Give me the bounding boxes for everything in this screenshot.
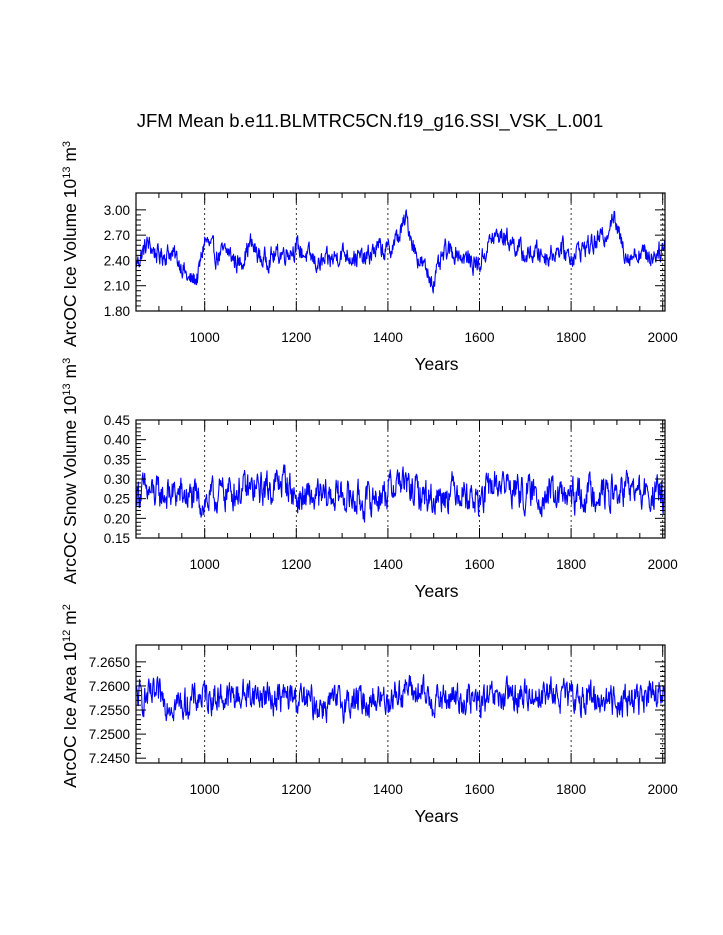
y-tick-label: 0.35 [104, 452, 130, 467]
chart-panel-2: 1000 1200 1400 1600 1800 2000 0.15 0.20 0.25 0.30… [60, 358, 678, 601]
plot-frame [135, 192, 666, 312]
y-tick-label: 2.10 [104, 279, 130, 294]
x-tick-label: 1800 [556, 782, 586, 797]
x-tick-label: 1200 [281, 782, 311, 797]
x-tick-label: 1600 [464, 330, 494, 345]
y-tick-label: 7.2600 [89, 679, 130, 694]
x-tick-label: 1800 [556, 557, 586, 572]
x-tick-label: 1000 [190, 330, 220, 345]
x-tick-label: 1400 [373, 557, 403, 572]
x-tick-label: 1400 [373, 330, 403, 345]
y-tick-label: 0.40 [104, 433, 130, 448]
y-tick-label: 7.2450 [89, 751, 130, 766]
y-tick-label: 2.70 [104, 228, 130, 243]
plot-frame [135, 644, 666, 764]
x-axis-label: Years [414, 806, 458, 826]
y-tick-label: 7.2500 [89, 727, 130, 742]
x-tick-label: 1000 [190, 782, 220, 797]
chart-panel-3: 1000 1200 1400 1600 1800 2000 7.2450 7.2500 7.25… [60, 604, 678, 826]
y-tick-label: 0.25 [104, 492, 130, 507]
x-tick-label: 1000 [190, 557, 220, 572]
y-tick-label: 3.00 [104, 203, 130, 218]
x-tick-label: 1600 [464, 557, 494, 572]
chart-panel-1: 1000 1200 1400 1600 1800 2000 1.80 2.10 2.40 2.70… [60, 141, 678, 374]
y-tick-label: 0.20 [104, 511, 130, 526]
data-series-line [135, 209, 666, 294]
x-tick-label: 2000 [648, 782, 678, 797]
data-series-line [135, 464, 666, 523]
y-axis-label: ArcOC Ice Area 1012 m2 [60, 604, 80, 788]
y-tick-label: 0.30 [104, 472, 130, 487]
y-tick-label: 2.40 [104, 253, 130, 268]
x-tick-label: 2000 [648, 557, 678, 572]
figure-title: JFM Mean b.e11.BLMTRC5CN.f19_g16.SSI_VSK… [137, 110, 604, 132]
data-series-line [135, 674, 666, 724]
x-tick-label: 1800 [556, 330, 586, 345]
x-tick-label: 2000 [648, 330, 678, 345]
plot-frame [135, 419, 666, 539]
x-tick-label: 1400 [373, 782, 403, 797]
y-tick-label: 1.80 [104, 304, 130, 319]
y-tick-label: 7.2550 [89, 703, 130, 718]
x-axis-label: Years [414, 581, 458, 601]
y-axis-label: ArcOC Ice Volume 1013 m3 [60, 141, 80, 347]
x-axis-label: Years [414, 354, 458, 374]
x-tick-label: 1200 [281, 557, 311, 572]
x-tick-label: 1600 [464, 782, 494, 797]
y-tick-label: 7.2650 [89, 655, 130, 670]
y-axis-label: ArcOC Snow Volume 1013 m3 [60, 358, 80, 585]
y-tick-label: 0.15 [104, 531, 130, 546]
y-tick-label: 0.45 [104, 413, 130, 428]
x-tick-label: 1200 [281, 330, 311, 345]
